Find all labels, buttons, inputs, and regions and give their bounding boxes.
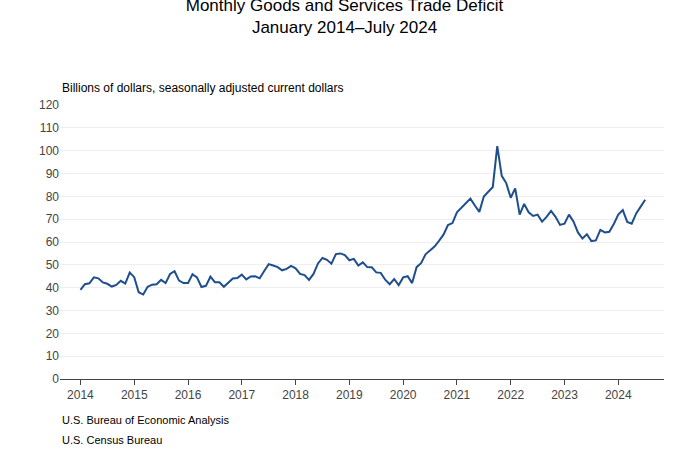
svg-text:U.S. Bureau of Economic Analys: U.S. Bureau of Economic Analysis <box>62 414 229 426</box>
svg-text:110: 110 <box>40 121 59 135</box>
svg-text:70: 70 <box>46 212 60 226</box>
svg-text:2024: 2024 <box>605 388 632 402</box>
svg-text:50: 50 <box>46 258 60 272</box>
svg-text:40: 40 <box>46 281 60 295</box>
svg-text:Monthly Goods and Services Tra: Monthly Goods and Services Trade Deficit… <box>186 0 504 37</box>
svg-text:2014: 2014 <box>67 388 94 402</box>
svg-text:90: 90 <box>46 167 60 181</box>
svg-text:2023: 2023 <box>551 388 578 402</box>
svg-text:2022: 2022 <box>497 388 524 402</box>
svg-text:2019: 2019 <box>336 388 363 402</box>
svg-text:Billions of dollars, seasonall: Billions of dollars, seasonally adjusted… <box>62 81 343 95</box>
svg-text:120: 120 <box>39 98 59 112</box>
svg-text:2017: 2017 <box>228 388 255 402</box>
svg-text:0: 0 <box>52 372 59 386</box>
svg-text:80: 80 <box>46 190 60 204</box>
svg-text:2021: 2021 <box>444 388 471 402</box>
svg-text:100: 100 <box>39 144 59 158</box>
svg-text:2018: 2018 <box>282 388 309 402</box>
svg-text:30: 30 <box>46 304 60 318</box>
svg-text:2016: 2016 <box>175 388 202 402</box>
svg-text:60: 60 <box>46 235 60 249</box>
svg-text:U.S. Census Bureau: U.S. Census Bureau <box>62 434 162 446</box>
svg-text:2015: 2015 <box>121 388 148 402</box>
svg-text:20: 20 <box>46 327 60 341</box>
svg-text:2020: 2020 <box>390 388 417 402</box>
svg-text:10: 10 <box>46 349 60 363</box>
